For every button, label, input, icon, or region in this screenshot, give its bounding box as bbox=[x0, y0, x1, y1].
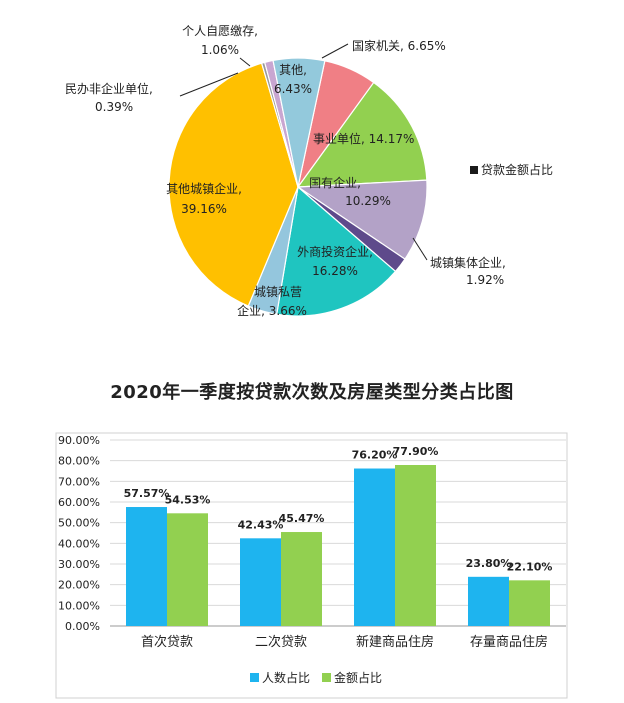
legend-swatch bbox=[470, 166, 478, 174]
bar bbox=[281, 532, 322, 626]
bar-value-label: 76.20% bbox=[352, 449, 398, 462]
y-tick-label: 40.00% bbox=[58, 537, 100, 550]
leader-line bbox=[239, 57, 251, 67]
bar-value-label: 77.90% bbox=[393, 445, 439, 458]
y-tick-label: 80.00% bbox=[58, 455, 100, 468]
plot-frame bbox=[55, 432, 568, 699]
pie-slice bbox=[276, 185, 397, 317]
y-tick-label: 30.00% bbox=[58, 558, 100, 571]
bar bbox=[126, 507, 167, 626]
bar-chart: 0.00% 10.00% 20.00% 30.00% 40.00% 50.00% 60.00… bbox=[55, 432, 568, 699]
pie-slice bbox=[296, 81, 428, 188]
pie-slice-label: 企业, 3.66% bbox=[237, 303, 307, 318]
pie-slice-label: 个人自愿缴存, bbox=[182, 23, 258, 38]
pie-slice-label: 0.39% bbox=[95, 100, 133, 114]
pie-slice-label: 其他, bbox=[279, 63, 307, 77]
y-tick-label: 90.00% bbox=[58, 434, 100, 447]
bar-value-label: 42.43% bbox=[238, 518, 284, 531]
y-tick-label: 20.00% bbox=[58, 579, 100, 592]
bar bbox=[240, 538, 281, 626]
bar-value-label: 57.57% bbox=[124, 487, 170, 500]
x-tick-label: 新建商品住房 bbox=[356, 634, 434, 650]
pie-slice-label: 16.28% bbox=[312, 264, 358, 278]
legend-label: 金额占比 bbox=[334, 670, 382, 685]
pie-slice bbox=[296, 179, 428, 260]
pie-slice-label: 国有企业, bbox=[309, 175, 361, 190]
y-tick-label: 60.00% bbox=[58, 496, 100, 509]
y-tick-label: 70.00% bbox=[58, 475, 100, 488]
pie-slice-label: 39.16% bbox=[181, 202, 227, 216]
pie-slice-label: 国家机关, 6.65% bbox=[352, 38, 446, 53]
bar bbox=[468, 576, 509, 626]
pie-slice-label: 外商投资企业, bbox=[297, 244, 373, 259]
pie-slice-label: 1.06% bbox=[201, 43, 239, 57]
legend-swatch bbox=[322, 673, 331, 682]
legend-label: 人数占比 bbox=[262, 670, 310, 685]
pie-slice-label: 民办非企业单位, bbox=[65, 81, 153, 96]
bar-value-label: 45.47% bbox=[279, 512, 325, 525]
legend-label: 贷款金额占比 bbox=[481, 162, 553, 177]
legend-swatch bbox=[250, 673, 259, 682]
bar bbox=[509, 580, 550, 626]
y-tick-label: 0.00% bbox=[65, 620, 100, 633]
leader-line bbox=[179, 72, 239, 97]
bar bbox=[354, 468, 395, 626]
pie-slice bbox=[168, 62, 299, 307]
pie-slice-label: 10.29% bbox=[345, 194, 391, 208]
x-tick-label: 存量商品住房 bbox=[470, 634, 548, 650]
leader-line bbox=[321, 43, 349, 59]
pie-slice-label: 6.43% bbox=[274, 82, 312, 96]
pie-slice-label: 事业单位, 14.17% bbox=[313, 131, 414, 146]
bar-value-label: 22.10% bbox=[507, 560, 553, 573]
pie-slice-label: 城镇集体企业, bbox=[430, 255, 506, 270]
bar-value-label: 23.80% bbox=[466, 557, 512, 570]
pie-slice-label: 城镇私营 bbox=[254, 285, 302, 299]
bar bbox=[395, 465, 436, 626]
y-tick-label: 50.00% bbox=[58, 517, 100, 530]
pie-chart: 国家机关, 6.65% 事业单位, 14.17% 国有企业, 10.29% 城镇集体企业… bbox=[65, 23, 553, 318]
bar bbox=[167, 513, 208, 626]
y-tick-label: 10.00% bbox=[58, 599, 100, 612]
pie-slice-label: 1.92% bbox=[466, 273, 504, 287]
x-tick-label: 首次贷款 bbox=[141, 634, 193, 650]
pie-slice-label: 其他城镇企业, bbox=[166, 181, 242, 196]
bar-chart-title: 2020年一季度按贷款次数及房屋类型分类占比图 bbox=[110, 382, 514, 403]
leader-line bbox=[412, 237, 428, 261]
x-tick-label: 二次贷款 bbox=[255, 634, 307, 650]
pie-slice bbox=[272, 57, 326, 188]
bar-value-label: 54.53% bbox=[165, 493, 211, 506]
